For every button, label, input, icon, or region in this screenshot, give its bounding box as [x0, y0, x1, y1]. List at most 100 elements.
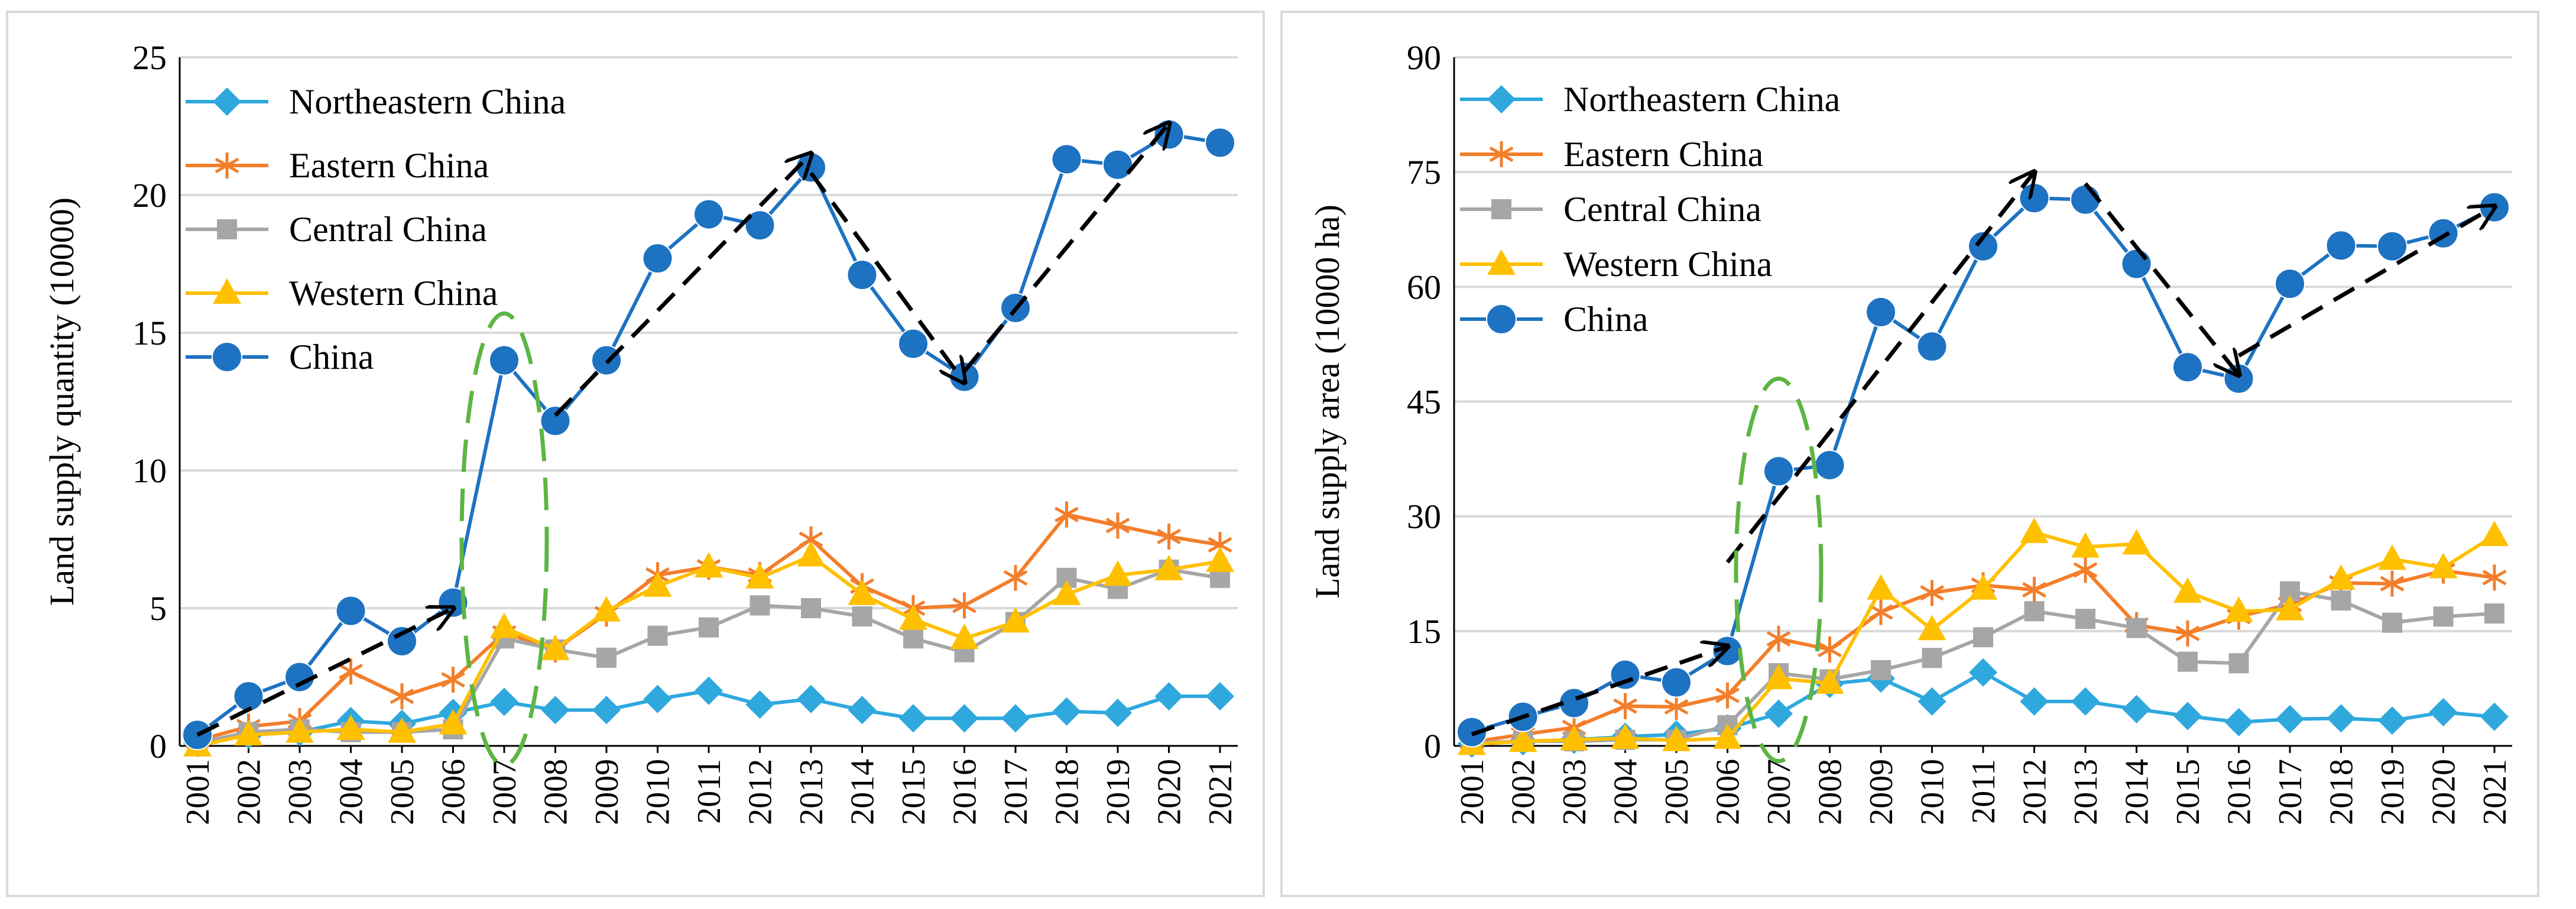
data-point-northeastern-china [2020, 687, 2049, 716]
y-tick-label: 0 [1424, 727, 1441, 765]
x-tick-label: 2011 [1965, 759, 2002, 824]
data-point-northeastern-china [2480, 702, 2509, 731]
data-point-western-china [848, 579, 877, 605]
data-point-northeastern-china [1001, 704, 1030, 733]
data-point-western-china [695, 552, 723, 578]
x-tick-label: 2003 [282, 759, 319, 825]
data-point-northeastern-china [1052, 697, 1081, 726]
data-point-western-china [1969, 574, 1997, 600]
x-tick-label: 2021 [2477, 759, 2513, 825]
data-point-northeastern-china [643, 684, 672, 713]
legend-marker [1486, 304, 1517, 335]
trend-arrow [2084, 182, 2239, 375]
x-tick-label: 2009 [1863, 759, 1900, 825]
legend-item-eastern-china: Eastern China [1460, 135, 1763, 174]
data-point-central-china [801, 598, 821, 618]
x-tick-label: 2006 [436, 759, 472, 825]
data-point-china [693, 199, 724, 230]
y-tick-label: 60 [1407, 268, 1441, 306]
x-tick-label: 2009 [589, 759, 625, 825]
data-point-china [744, 210, 776, 241]
data-point-western-china [1662, 725, 1691, 751]
data-point-china [898, 328, 929, 359]
data-point-china [2121, 248, 2152, 280]
x-tick-label: 2015 [2170, 759, 2207, 825]
data-point-western-china [388, 717, 416, 743]
x-tick-label: 2013 [793, 759, 830, 825]
x-tick-label: 2004 [1608, 759, 1644, 825]
marker-stroke [339, 664, 363, 680]
data-point-eastern-china [1766, 625, 1791, 652]
legend-marker [213, 87, 241, 116]
legend-item-northeastern-china: Northeastern China [186, 82, 566, 121]
legend-marker [212, 342, 242, 372]
x-tick-label: 2014 [845, 759, 881, 825]
data-point-western-china [2276, 595, 2304, 621]
marker-stroke [1818, 641, 1842, 658]
y-tick-label: 45 [1407, 383, 1441, 421]
trend-arrow [1725, 172, 2035, 564]
data-point-western-china [592, 596, 621, 622]
legend-item-western-china: Western China [186, 274, 498, 313]
data-point-china [1559, 687, 1589, 719]
series-western-china [1458, 517, 2509, 755]
data-point-northeastern-china [2429, 698, 2458, 727]
marker-stroke [2175, 625, 2200, 641]
y-tick-label: 75 [1407, 153, 1441, 191]
data-point-eastern-china [390, 683, 414, 710]
legend-marker [217, 219, 237, 239]
legend: Northeastern China Eastern China Central C… [1460, 80, 1840, 339]
data-point-western-china [797, 541, 825, 567]
data-point-northeastern-china [2327, 704, 2356, 733]
data-point-northeastern-china [1104, 699, 1132, 728]
data-point-northeastern-china [1206, 682, 1234, 711]
trend-arrow [962, 124, 1169, 373]
data-point-western-china [2378, 544, 2406, 570]
data-point-eastern-china [2380, 570, 2405, 597]
data-point-northeastern-china [1154, 682, 1183, 711]
data-point-northeastern-china [2276, 705, 2304, 733]
legend-label: Central China [289, 210, 487, 249]
data-point-china [1456, 716, 1487, 748]
marker-stroke [2482, 570, 2507, 586]
data-point-china [2275, 268, 2305, 300]
x-tick-label: 2005 [1659, 759, 1695, 825]
series-western-china [183, 541, 1234, 757]
data-point-northeastern-china [950, 704, 979, 733]
data-point-eastern-china [2073, 557, 2098, 583]
x-tick-label: 2014 [2119, 759, 2156, 825]
data-point-china [642, 243, 673, 274]
data-point-western-china [1764, 664, 1793, 690]
data-point-western-china [1052, 579, 1081, 605]
data-point-eastern-china [1003, 564, 1028, 591]
marker-stroke [799, 531, 823, 547]
data-point-eastern-china [339, 658, 363, 685]
x-axis-ticks: 2001 2002 2003 2004 2005 2006 2007 2008 2009 2010… [1454, 746, 2513, 825]
data-point-central-china [699, 617, 719, 638]
data-series [182, 119, 1235, 758]
legend-marker [1491, 199, 1511, 219]
gridlines [1454, 56, 2512, 632]
data-point-western-china [285, 717, 314, 743]
data-point-western-china [234, 720, 263, 746]
legend-marker [213, 278, 241, 304]
y-tick-label: 5 [150, 589, 167, 628]
data-point-china [1102, 149, 1133, 180]
data-point-western-china [1104, 560, 1132, 586]
x-tick-label: 2002 [231, 759, 268, 825]
marker-stroke [441, 671, 465, 688]
data-point-central-china [750, 595, 770, 616]
y-axis-ticks: 0 5 10 15 20 25 [132, 38, 167, 765]
data-point-northeastern-china [797, 684, 825, 713]
data-point-western-china [1560, 725, 1588, 751]
y-axis-title: Land supply area (10000 ha) [1308, 204, 1347, 599]
data-point-western-china [2480, 521, 2509, 547]
legend-label: Eastern China [1563, 135, 1763, 174]
data-point-western-china [1713, 723, 1742, 749]
x-axis-ticks: 2001 2002 2003 2004 2005 2006 2007 2008 2009 2010… [180, 746, 1239, 825]
y-tick-label: 0 [150, 727, 167, 765]
x-tick-label: 2007 [486, 759, 523, 825]
trend-arrow [1471, 647, 1728, 736]
data-point-eastern-china [1868, 599, 1893, 625]
